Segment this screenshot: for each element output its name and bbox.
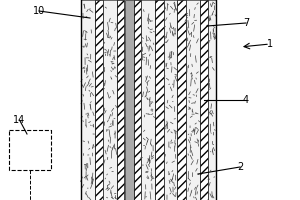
Bar	[164, 0, 177, 200]
Bar	[94, 0, 103, 200]
Bar	[81, 0, 94, 200]
Bar	[9, 130, 51, 170]
Text: 1: 1	[267, 39, 273, 49]
Bar	[177, 0, 186, 200]
Bar	[103, 0, 117, 200]
Bar	[200, 0, 208, 200]
Text: 2: 2	[237, 162, 243, 172]
Bar	[208, 0, 216, 200]
Bar	[141, 0, 154, 200]
Text: 14: 14	[14, 115, 26, 125]
Text: 7: 7	[243, 18, 249, 28]
Bar	[134, 0, 141, 200]
Bar	[117, 0, 124, 200]
Bar	[154, 0, 164, 200]
Bar	[186, 0, 200, 200]
Text: 10: 10	[33, 6, 45, 16]
Bar	[124, 0, 134, 200]
Text: 4: 4	[243, 95, 249, 105]
